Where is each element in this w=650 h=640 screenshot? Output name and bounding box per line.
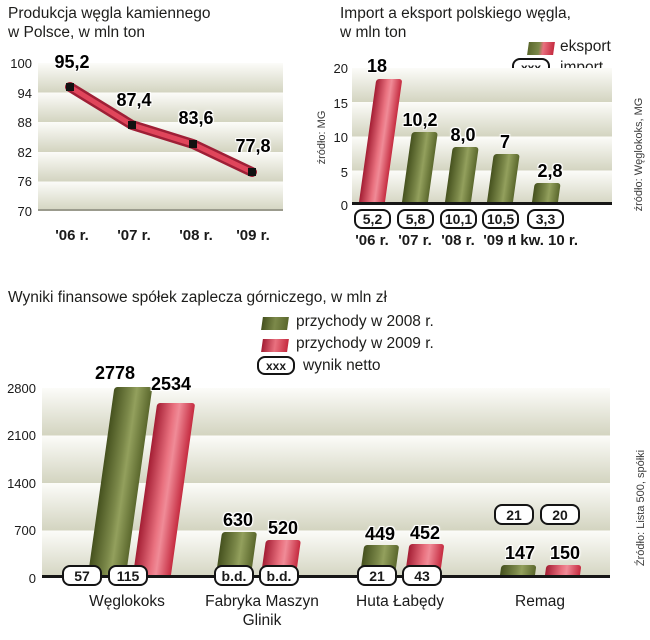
c2-import-box-08: 10,1 [440,209,477,229]
production-line-svg [65,82,257,177]
c2-ytick-10: 10 [333,130,348,145]
legend-netto-label: wynik netto [303,357,381,374]
c2-xlabel-1kw10: I kw. 10 r. [511,232,579,249]
c3-source: Źródło: Lista 500, spółki [635,449,647,567]
legend-netto-box: xxx [257,356,295,375]
c3-value-remag-2008: 147 [504,543,536,563]
chart-import-export-plot [352,68,612,205]
c2-ytick-5: 5 [340,164,348,180]
c1-ytick-82: 82 [17,144,32,160]
c3-ytick-0: 0 [28,570,36,586]
c1-ytick-70: 70 [17,203,32,219]
marker-08 [189,140,197,148]
c3-xlabel-weglokoks: Węglokoks [89,593,165,610]
c2-source-right: źródło: Węglokoks, MG [633,97,645,212]
c1-ytick-100: 100 [10,56,32,71]
production-line [67,84,255,175]
c1-xlabel-08: '08 r. [179,227,213,244]
bar-eksport-07 [402,132,438,202]
c1-ytick-76: 76 [17,174,32,189]
legend-eksport-swatch [527,42,555,55]
c3-netto-huta-2009: 43 [402,565,442,586]
c2-value-09: 7 [499,132,510,152]
c1-xlabel-09: '09 r. [236,227,270,244]
c3-netto-weglokoks-2009: 115 [108,565,148,586]
chart-financials-title: Wyniki finansowe spółek zaplecza górnicz… [8,289,387,306]
legend-2009-swatch [261,339,289,352]
c3-value-huta-2009: 452 [409,523,441,543]
c3-value-glinik-2009: 520 [267,518,299,538]
bar-eksport-08 [445,147,479,202]
bar-remag-2009 [545,565,582,575]
chart-import-export-title-line1: Import a eksport polskiego węgla, [340,5,571,22]
legend-2008-label: przychody w 2008 r. [296,313,434,330]
c2-ytick-20: 20 [333,61,348,76]
c3-value-glinik-2008: 630 [222,510,254,530]
c1-value-09: 77,8 [235,136,271,156]
c1-value-08: 83,6 [178,108,214,128]
c3-ytick-2800: 2800 [7,380,36,396]
bar-eksport-06 [359,79,403,202]
chart-production-title-line2: w Polsce, w mln ton [8,24,145,41]
c3-xlabel-huta: Huta Łabędy [356,593,444,610]
c1-ytick-94: 94 [17,85,32,101]
c3-netto-glinik-2009: b.d. [259,565,299,586]
c3-xlabel-remag: Remag [515,593,565,610]
c3-value-weglokoks-2009: 2534 [150,374,192,394]
c3-netto-glinik-2008: b.d. [214,565,254,586]
c3-netto-remag-2008: 21 [494,504,534,525]
c3-ytick-700: 700 [14,523,36,538]
c3-value-weglokoks-2008: 2778 [94,363,136,383]
c3-xlabel-glinik-line2: Glinik [242,612,282,629]
legend-2008-swatch [261,317,289,330]
bar-remag-2008 [500,565,537,575]
c2-xlabel-09: '09 r. [483,232,517,249]
c2-import-box-07: 5,8 [397,209,434,229]
bar-eksport-09 [487,154,520,202]
marker-07 [128,121,136,129]
c1-xlabel-06: '06 r. [55,227,89,244]
bar-eksport-1kw10 [532,183,561,202]
chart-production-plot [38,63,283,211]
c3-value-remag-2009: 150 [549,543,581,563]
c2-import-box-09: 10,5 [482,209,519,229]
chart-production-title-line1: Produkcja węgla kamiennego [8,5,211,22]
c2-xlabel-06: '06 r. [355,232,389,249]
chart-import-export-title-line2: w mln ton [340,24,407,41]
marker-06 [66,83,74,91]
c2-import-box-1kw10: 3,3 [527,209,564,229]
c2-xlabel-07: '07 r. [398,232,432,249]
c1-value-06: 95,2 [54,52,90,72]
legend-eksport-label: eksport [560,38,611,55]
chart-financials-plot [42,387,610,578]
c2-import-box-06: 5,2 [354,209,391,229]
c2-value-1kw10: 2,8 [537,161,563,181]
c1-ytick-88: 88 [17,115,32,130]
chart-импort-export-title: Import a eksport polskiego węgla, w mln … [340,4,571,42]
c2-xlabel-08: '08 r. [441,232,475,249]
c1-value-07: 87,4 [116,90,152,110]
c3-ytick-1400: 1400 [7,475,36,491]
c3-netto-huta-2008: 21 [357,565,397,586]
c1-xlabel-07: '07 r. [117,227,151,244]
marker-09 [248,168,256,176]
c3-ytick-2100: 2100 [7,428,36,443]
c2-value-06: 18 [366,56,388,76]
c2-value-08: 8,0 [450,125,476,145]
c3-xlabel-glinik: Fabryka Maszyn Glinik [192,592,332,630]
c3-value-huta-2008: 449 [364,524,396,544]
c2-ytick-15: 15 [333,95,348,111]
c3-netto-weglokoks-2008: 57 [62,565,102,586]
c2-ytick-0: 0 [340,198,348,213]
legend-2009-label: przychody w 2009 r. [296,335,434,352]
chart-production-title: Produkcja węgla kamiennego w Polsce, w m… [8,4,210,42]
c3-xlabel-glinik-line1: Fabryka Maszyn [205,593,319,610]
c2-value-07: 10,2 [402,110,438,130]
c3-netto-remag-2009: 20 [540,504,580,525]
